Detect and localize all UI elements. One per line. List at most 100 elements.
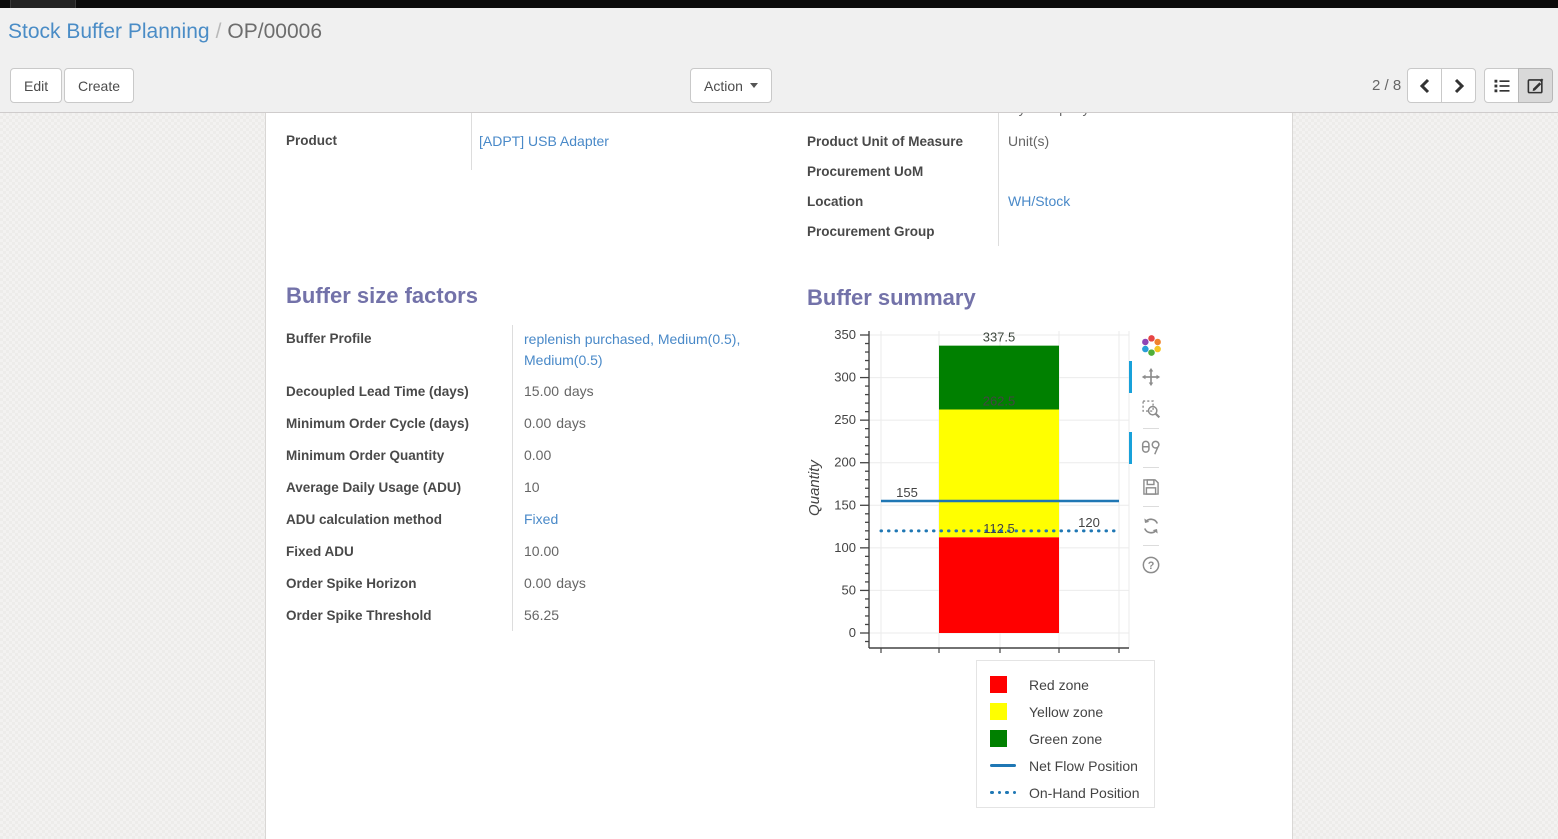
reset-icon[interactable] bbox=[1137, 513, 1165, 539]
field-value: 10 bbox=[524, 477, 779, 498]
field-suffix: days bbox=[556, 414, 586, 431]
chart-data-label: 337.5 bbox=[983, 330, 1016, 345]
y-tick-label: 100 bbox=[834, 540, 856, 555]
pager-previous-button[interactable] bbox=[1407, 68, 1442, 103]
field-value: 10.00 bbox=[524, 541, 779, 562]
modebar-separator bbox=[1143, 506, 1159, 507]
y-tick-label: 300 bbox=[834, 370, 856, 385]
field-text: 0.00 bbox=[524, 446, 552, 463]
legend-label: Green zone bbox=[1029, 730, 1103, 747]
field-label: Order Spike Horizon bbox=[286, 575, 417, 591]
legend-swatch bbox=[990, 676, 1020, 693]
field-value: 0.00 bbox=[524, 445, 779, 466]
field-label: Minimum Order Quantity bbox=[286, 447, 445, 463]
field-text: 0.00 bbox=[524, 414, 552, 431]
breadcrumb-current: OP/00006 bbox=[227, 20, 322, 43]
field-suffix: days bbox=[564, 382, 594, 399]
control-panel: Stock Buffer Planning / OP/00006 Edit Crea… bbox=[0, 8, 1558, 113]
chart-modebar: ? bbox=[1129, 329, 1168, 581]
field-value: 15.00 days bbox=[524, 381, 779, 402]
yellow-zone-swatch bbox=[990, 703, 1007, 720]
form-view-edit-icon bbox=[1527, 78, 1544, 94]
field-row: Fixed ADU 10.00 bbox=[286, 535, 786, 567]
field-row: Procurement Group bbox=[807, 216, 1294, 246]
chart-data-label: 112.5 bbox=[983, 521, 1015, 536]
top-bar-tab bbox=[10, 0, 76, 8]
field-row: Minimum Order Quantity 0.00 bbox=[286, 439, 786, 471]
svg-text:?: ? bbox=[1148, 560, 1155, 572]
solid-line-swatch bbox=[990, 764, 1016, 767]
help-icon[interactable]: ? bbox=[1137, 552, 1165, 578]
legend-item[interactable]: Green zone bbox=[990, 725, 1154, 752]
field-suffix: days bbox=[556, 574, 586, 591]
legend-label: Net Flow Position bbox=[1029, 757, 1138, 774]
pager-counter: 2 / 8 bbox=[1372, 77, 1402, 94]
chart-data-label: 155 bbox=[896, 485, 918, 500]
field-row: Decoupled Lead Time (days) 15.00 days bbox=[286, 375, 786, 407]
chart-legend: Red zone Yellow zone Green zone Net Flow Po… bbox=[976, 660, 1155, 808]
field-label: Buffer Profile bbox=[286, 331, 372, 346]
y-tick-label: 150 bbox=[834, 497, 856, 512]
field-value: Fixed bbox=[524, 509, 779, 530]
buffer-size-factors-title: Buffer size factors bbox=[286, 283, 478, 308]
field-text: 0.00 bbox=[524, 574, 552, 591]
field-label: Product Unit of Measure bbox=[807, 133, 964, 149]
form-view-button[interactable] bbox=[1518, 68, 1553, 103]
chart-canvas: 112.5 262.5 337.5 155 120 0 50 100 150 200 250 300 3… bbox=[806, 327, 1130, 653]
field-text: 56.25 bbox=[524, 606, 560, 623]
legend-item[interactable]: Red zone bbox=[990, 671, 1154, 698]
field-link[interactable]: Fixed bbox=[524, 510, 559, 527]
list-view-icon bbox=[1494, 79, 1509, 92]
list-view-button[interactable] bbox=[1484, 68, 1519, 103]
pager-next-button[interactable] bbox=[1441, 68, 1476, 103]
download-icon[interactable] bbox=[1137, 474, 1165, 500]
field-label: Fixed ADU bbox=[286, 543, 354, 559]
breadcrumb-parent-link[interactable]: Stock Buffer Planning bbox=[8, 20, 210, 43]
form-view-background: My Company Product[ADPT] USB Adapter Pro… bbox=[0, 113, 1558, 839]
field-row: Minimum Order Cycle (days) 0.00 days bbox=[286, 407, 786, 439]
field-link[interactable]: replenish purchased, Medium(0.5), Medium… bbox=[524, 331, 741, 368]
field-text: 10 bbox=[524, 478, 540, 495]
create-button[interactable]: Create bbox=[64, 68, 135, 103]
edit-button[interactable]: Edit bbox=[10, 68, 63, 103]
dot bbox=[990, 790, 994, 795]
buffer-summary-title: Buffer summary bbox=[807, 285, 976, 310]
chevron-left-icon bbox=[1419, 78, 1429, 93]
y-tick-label: 200 bbox=[834, 455, 856, 470]
chart-data-label: 120 bbox=[1078, 515, 1100, 530]
legend-swatch bbox=[990, 730, 1020, 747]
chevron-right-icon bbox=[1454, 78, 1464, 93]
field-label: Procurement Group bbox=[807, 223, 935, 239]
zone-bar-green-zone bbox=[939, 345, 1059, 410]
field-value: 0.00 days bbox=[524, 573, 779, 594]
legend-swatch bbox=[990, 764, 1020, 767]
field-label: Procurement UoM bbox=[807, 163, 924, 179]
dotted-line-swatch bbox=[990, 790, 1016, 795]
pan-icon[interactable] bbox=[1129, 361, 1165, 393]
hover-compare-icon[interactable] bbox=[1129, 432, 1165, 464]
field-label: Decoupled Lead Time (days) bbox=[286, 383, 469, 399]
field-row: Buffer Profile replenish purchased, Mediu… bbox=[286, 325, 786, 375]
field-row: Procurement UoM bbox=[807, 156, 1294, 186]
action-dropdown-button[interactable]: Action bbox=[690, 68, 772, 103]
field-label: ADU calculation method bbox=[286, 511, 443, 527]
action-label: Action bbox=[704, 77, 743, 94]
legend-item[interactable]: Yellow zone bbox=[990, 698, 1154, 725]
legend-item[interactable]: On-Hand Position bbox=[990, 779, 1154, 806]
zone-bar-yellow-zone bbox=[939, 409, 1059, 538]
field-link[interactable]: [ADPT] USB Adapter bbox=[479, 133, 609, 149]
dot bbox=[1005, 790, 1009, 795]
box-zoom-icon[interactable] bbox=[1137, 396, 1165, 422]
field-text: Unit(s) bbox=[1008, 132, 1050, 149]
pager-buttons bbox=[1407, 68, 1476, 103]
field-row: Order Spike Threshold 56.25 bbox=[286, 599, 786, 631]
y-tick-label: 250 bbox=[834, 412, 856, 427]
field-row: Product Unit of Measure Unit(s) bbox=[807, 126, 1294, 156]
plotly-logo-icon[interactable] bbox=[1137, 332, 1165, 358]
dot bbox=[1012, 790, 1016, 795]
field-label: Average Daily Usage (ADU) bbox=[286, 479, 462, 495]
field-link[interactable]: WH/Stock bbox=[1008, 192, 1071, 209]
legend-item[interactable]: Net Flow Position bbox=[990, 752, 1154, 779]
chevron-down-icon bbox=[749, 83, 758, 88]
y-tick-label: 350 bbox=[834, 327, 856, 342]
